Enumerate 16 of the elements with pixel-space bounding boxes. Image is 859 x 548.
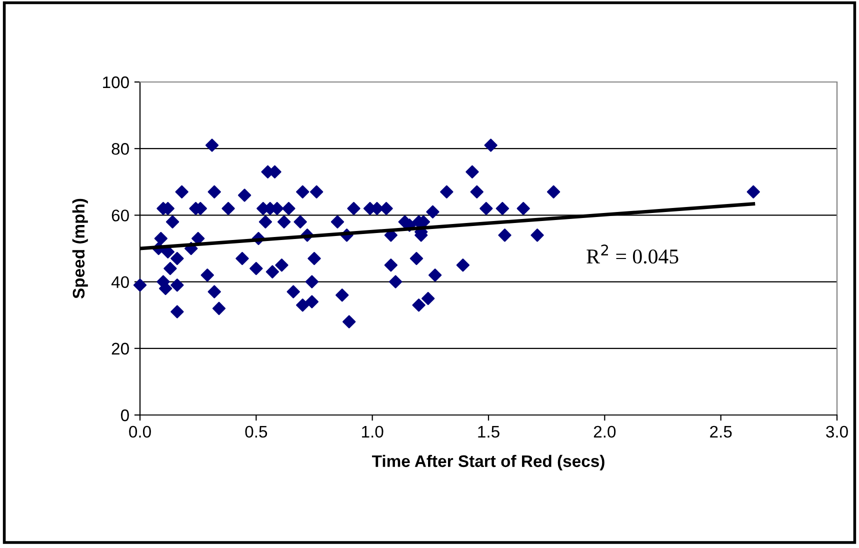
y-tick-label: 20 [112, 342, 129, 355]
y-tick-label: 100 [103, 76, 129, 88]
x-tick-label: 1.0 [362, 426, 384, 438]
x-tick-label: 2.0 [594, 426, 616, 438]
y-tick-label: 60 [112, 210, 129, 222]
x-tick-label: 1.5 [478, 426, 500, 438]
x-axis-title: Time After Start of Red (secs) [372, 454, 604, 470]
y-tick-label: 40 [111, 276, 129, 288]
x-tick-label: 0.0 [129, 426, 151, 438]
y-tick-label: 0 [120, 409, 129, 422]
x-tick-label: 0.5 [245, 426, 268, 438]
y-axis-title: Speed (mph) [72, 198, 88, 298]
x-tick-label: 2.5 [710, 426, 732, 438]
x-tick-label: 3.0 [826, 426, 848, 438]
y-tick-label: 80 [112, 143, 129, 155]
annotation: R$^{2}$ = 0.045 [586, 244, 678, 264]
